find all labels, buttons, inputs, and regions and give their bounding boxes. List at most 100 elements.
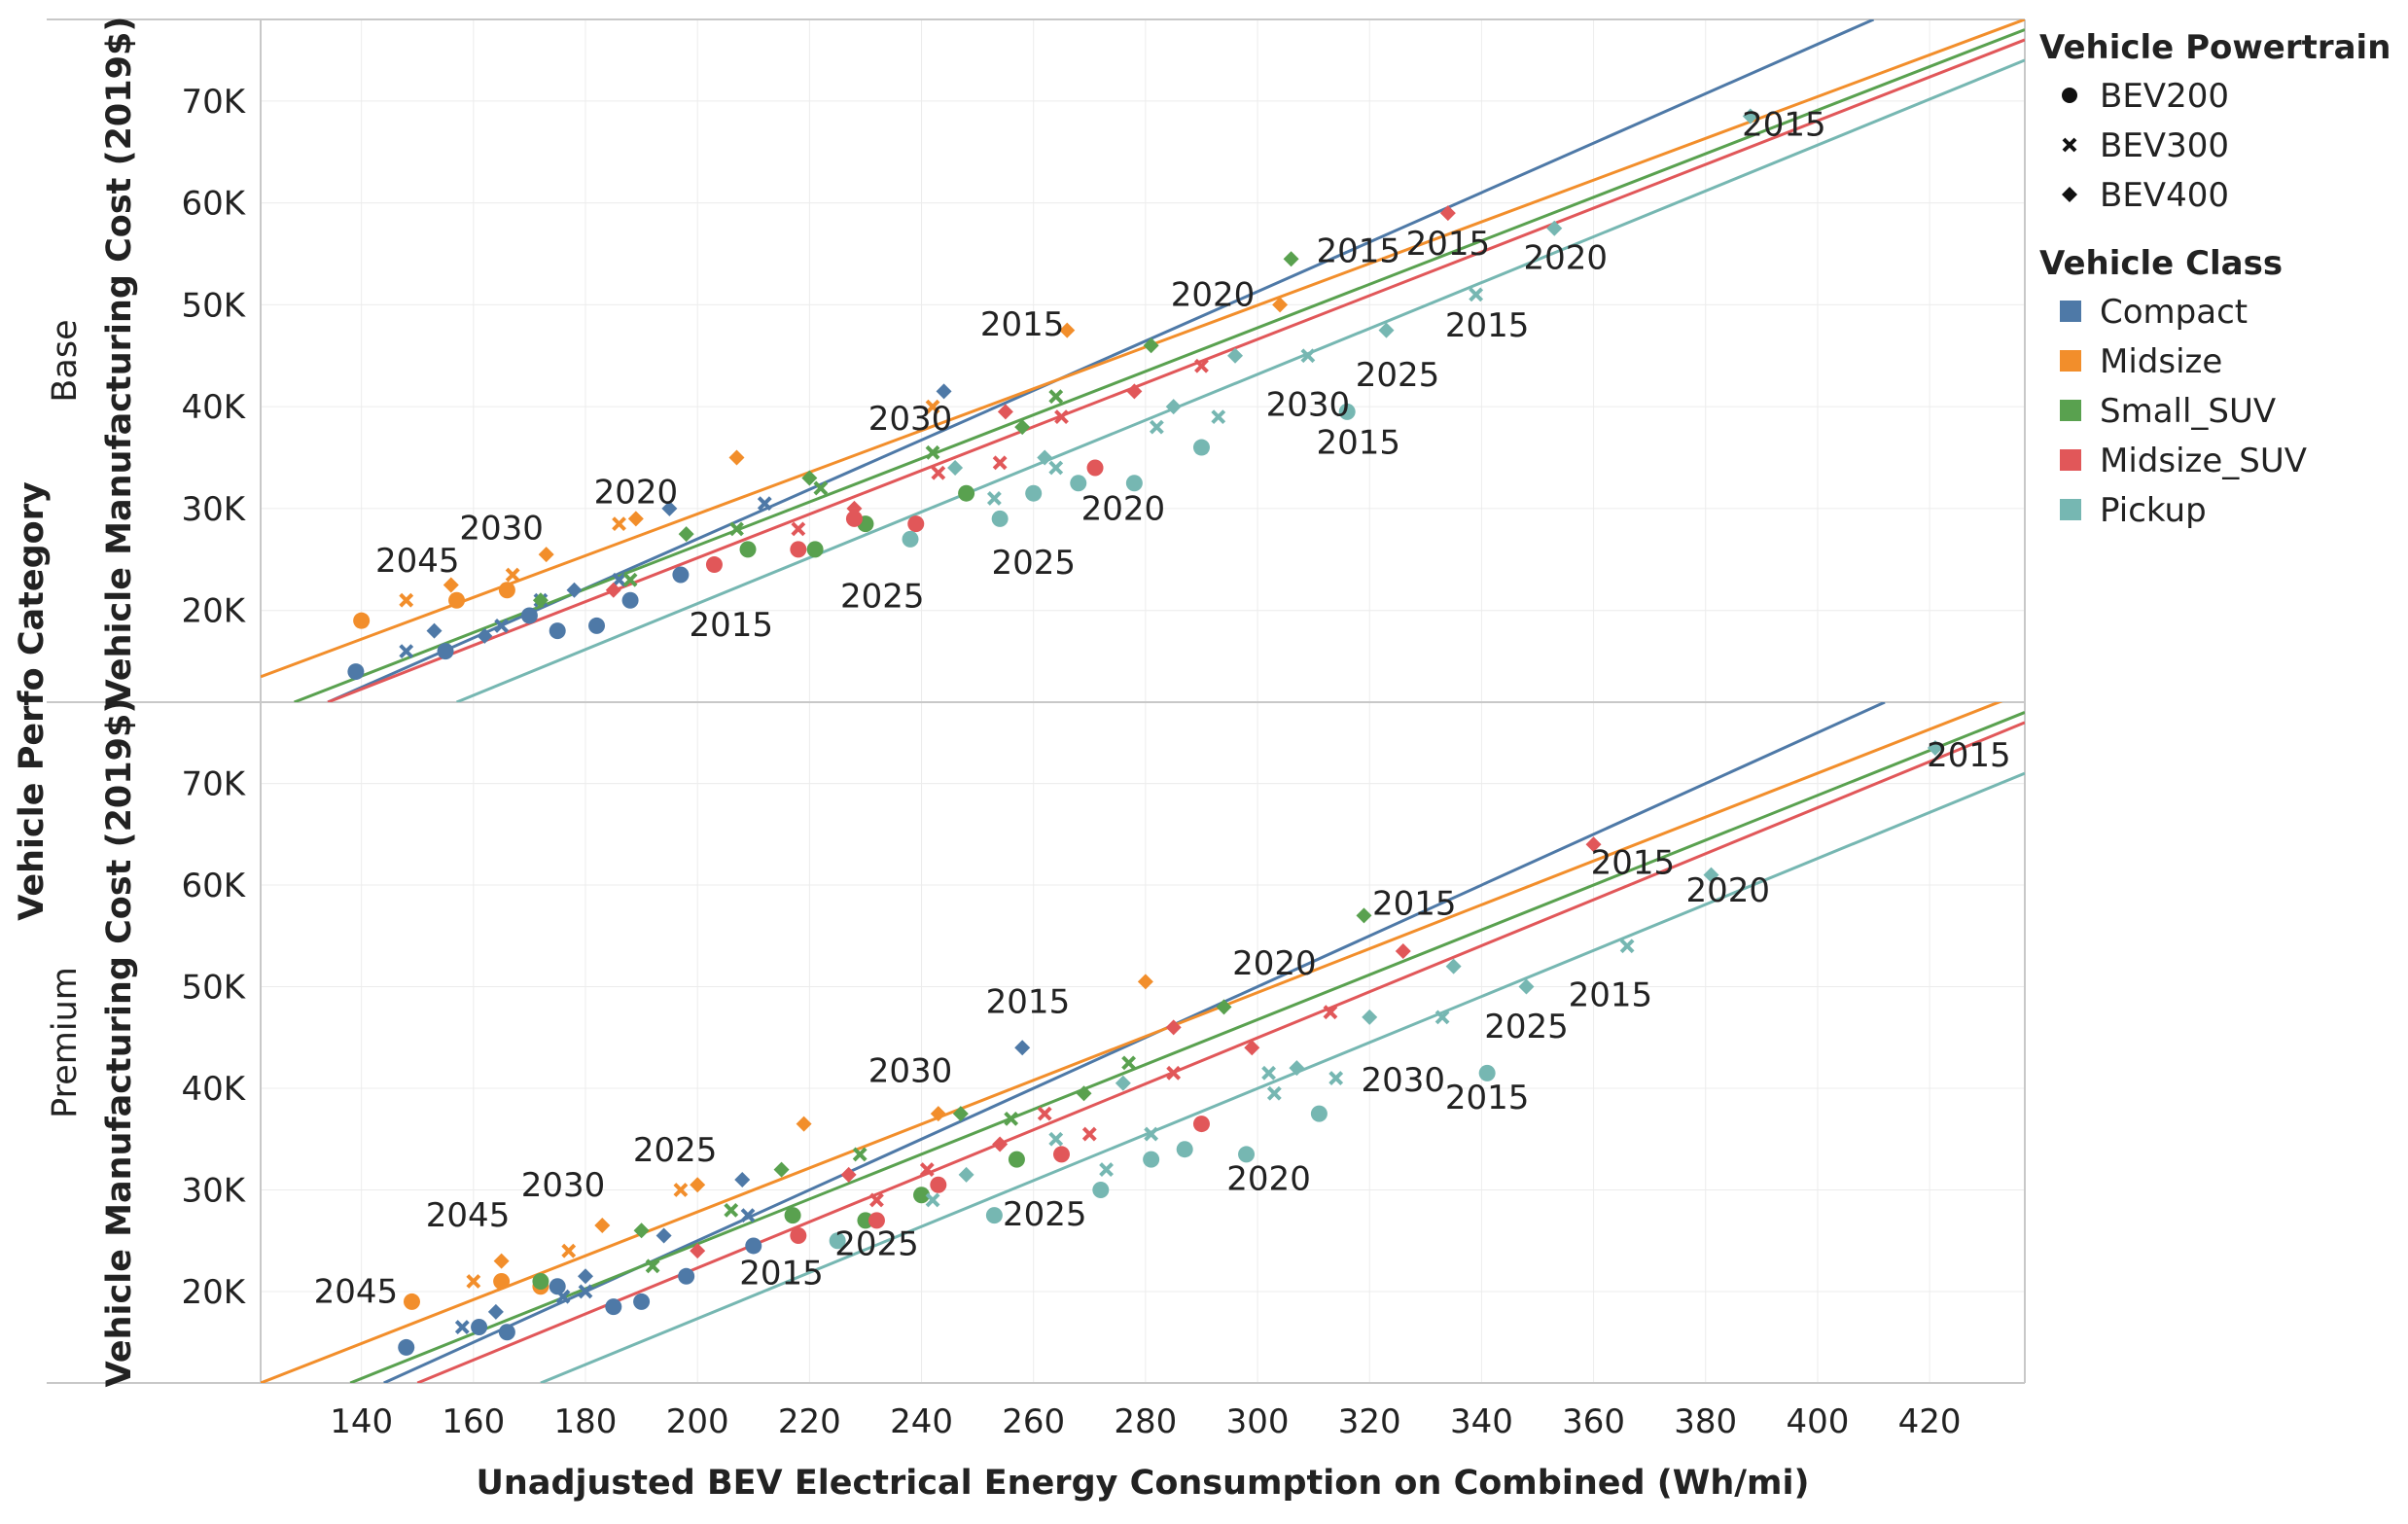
y-tick-label: 40K	[181, 388, 246, 427]
data-point	[930, 1176, 947, 1193]
x-tick-label: 180	[554, 1402, 618, 1441]
data-point	[1439, 205, 1456, 222]
year-annotation: 2045	[375, 542, 460, 581]
data-point	[840, 1166, 857, 1183]
data-point	[907, 515, 925, 533]
data-point	[1165, 399, 1182, 415]
data-point	[678, 526, 694, 543]
year-annotation: 2015	[980, 305, 1065, 344]
data-point	[1099, 1162, 1114, 1178]
data-point	[627, 511, 644, 527]
trendline-pickup	[455, 58, 2025, 702]
data-point	[399, 592, 414, 608]
data-point	[578, 1284, 593, 1299]
legend-swatch-pickup	[2060, 499, 2081, 520]
legend-symbol-bev300	[2062, 137, 2077, 153]
data-point	[1176, 1141, 1193, 1158]
trendline-pickup	[540, 771, 2025, 1383]
data-point	[1054, 409, 1069, 425]
data-point	[729, 521, 744, 537]
data-point	[925, 399, 940, 414]
data-point	[1518, 978, 1535, 995]
data-point	[578, 1268, 594, 1285]
data-point	[1144, 1126, 1159, 1142]
data-point	[622, 572, 638, 587]
data-point	[724, 1202, 739, 1218]
x-tick-label: 240	[890, 1402, 953, 1441]
data-point	[801, 470, 818, 486]
y-tick-label: 20K	[181, 592, 246, 631]
x-tick-label: 400	[1786, 1402, 1849, 1441]
data-point	[1004, 1111, 1019, 1126]
y-tick-label: 50K	[181, 286, 246, 325]
year-annotation: 2025	[1356, 356, 1440, 395]
data-point	[1052, 1146, 1070, 1163]
data-point	[1194, 358, 1209, 373]
data-point	[902, 530, 919, 548]
data-point	[846, 500, 863, 516]
data-point	[443, 577, 459, 593]
data-point	[1362, 1009, 1378, 1025]
x-tick-label: 380	[1674, 1402, 1737, 1441]
data-point	[813, 480, 829, 496]
data-point	[1328, 1071, 1344, 1085]
data-point	[403, 1293, 420, 1310]
data-point	[1126, 383, 1143, 400]
year-annotation: 2020	[1171, 275, 1256, 314]
data-point	[1434, 1010, 1450, 1025]
data-point	[796, 1116, 812, 1132]
data-point	[1742, 108, 1758, 124]
data-point	[398, 1338, 415, 1356]
data-point	[997, 404, 1013, 420]
data-point	[532, 1273, 549, 1291]
outer-y-axis-title: Vehicle Perfo Category	[13, 481, 52, 921]
data-point	[992, 455, 1008, 471]
data-point	[790, 1227, 807, 1245]
data-point	[353, 612, 371, 629]
year-annotation: 2030	[1266, 386, 1351, 425]
data-point	[806, 541, 824, 558]
y-tick-label: 70K	[181, 83, 246, 122]
data-point	[1149, 419, 1164, 435]
data-point	[1378, 322, 1395, 338]
data-point	[448, 591, 466, 609]
y-tick-label: 60K	[181, 185, 246, 224]
data-point	[612, 572, 626, 587]
data-point	[1261, 1065, 1276, 1081]
legend-label-small-suv: Small_SUV	[2100, 392, 2276, 431]
data-point	[791, 521, 806, 537]
data-point	[728, 449, 745, 466]
legend-title-class: Vehicle Class	[2039, 244, 2283, 283]
data-point	[588, 617, 606, 634]
data-point	[466, 1274, 481, 1289]
year-annotation: 2020	[594, 474, 679, 513]
legend-label-bev400: BEV400	[2100, 176, 2229, 215]
legend-label-bev200: BEV200	[2100, 77, 2229, 116]
y-tick-label: 20K	[181, 1273, 246, 1312]
data-point	[645, 1258, 660, 1274]
data-point	[1310, 1105, 1328, 1122]
data-point	[1469, 287, 1484, 302]
panel-label-premium: Premium	[46, 967, 85, 1118]
data-point	[1081, 1126, 1097, 1142]
data-point	[487, 1303, 504, 1320]
data-point	[532, 592, 549, 609]
year-annotation: 2025	[1003, 1195, 1087, 1234]
year-annotation: 2045	[314, 1272, 399, 1311]
data-point	[992, 1136, 1009, 1152]
data-point	[1266, 1085, 1282, 1101]
data-point	[520, 607, 538, 624]
year-annotation: 2015	[1406, 225, 1491, 264]
y-tick-label: 30K	[181, 1171, 246, 1210]
data-point	[868, 1212, 885, 1229]
x-tick-label: 320	[1338, 1402, 1401, 1441]
data-point	[1338, 403, 1356, 420]
legend-swatch-small-suv	[2060, 400, 2081, 421]
year-annotation: 2015	[1569, 975, 1653, 1014]
year-annotation: 2045	[426, 1196, 511, 1235]
x-axis-title: Unadjusted BEV Electrical Energy Consump…	[477, 1464, 1810, 1503]
data-point	[549, 622, 566, 640]
data-point	[1323, 1005, 1338, 1020]
data-point	[690, 1243, 706, 1259]
data-point	[1478, 1064, 1496, 1081]
